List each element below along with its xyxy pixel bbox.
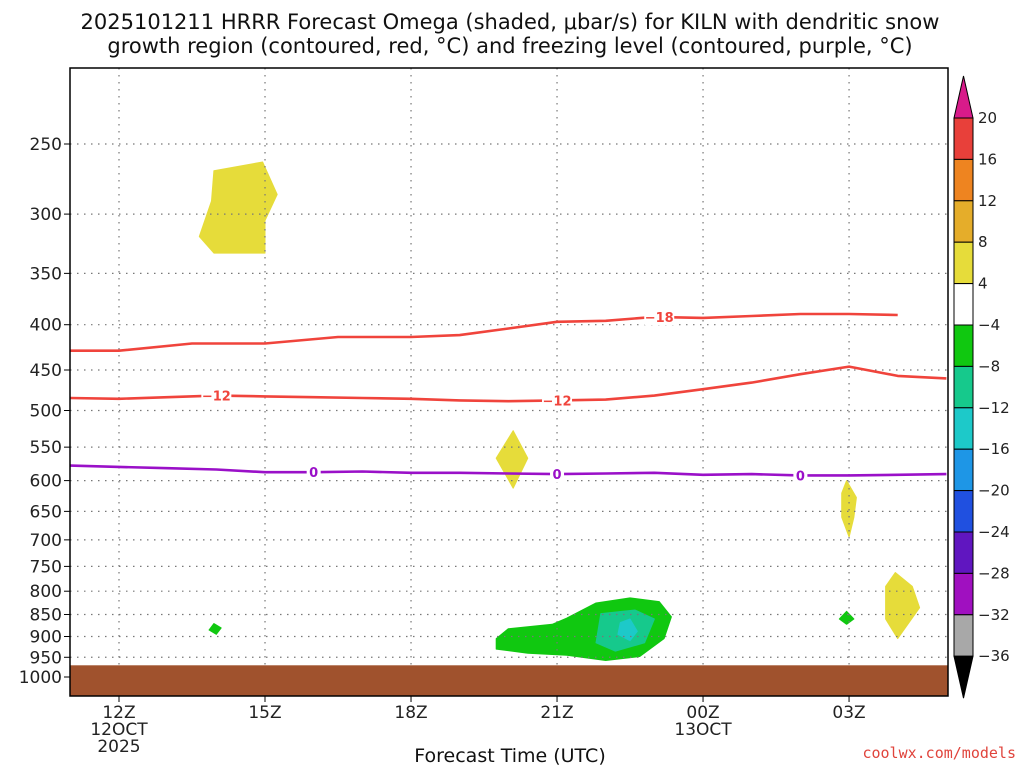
- y-tick-label-900: 900: [30, 627, 62, 647]
- colorbar-swatch-12: [953, 572, 974, 616]
- colorbar-swatch-9: [953, 448, 974, 492]
- colorbar-swatch-13: [953, 614, 974, 657]
- omega-neg-5: [838, 610, 855, 625]
- x-tick-label-15-0: 03Z: [832, 703, 865, 723]
- freezing-level-label-0: 0: [309, 466, 318, 481]
- colorbar-label-5: −4: [978, 316, 1000, 334]
- colorbar-label-0: 20: [978, 109, 997, 127]
- y-tick-label-950: 950: [30, 648, 62, 668]
- x-tick-label-0-2: 2025: [97, 737, 140, 757]
- y-tick-label-400: 400: [30, 316, 62, 336]
- ground-fill: [70, 665, 948, 696]
- colorbar-label-6: −8: [978, 357, 1000, 375]
- chart-title-line-1: 2025101211 HRRR Forecast Omega (shaded, …: [81, 10, 940, 34]
- y-tick-label-500: 500: [30, 402, 62, 422]
- colorbar-label-4: 4: [978, 275, 988, 293]
- colorbar-label-8: −16: [978, 440, 1010, 458]
- y-tick-label-600: 600: [30, 472, 62, 492]
- colorbar-label-9: −20: [978, 482, 1010, 500]
- colorbar-label-3: 8: [978, 233, 988, 251]
- freezing-level-label-2: 0: [796, 469, 805, 484]
- x-tick-label-12-0: 00Z: [686, 703, 719, 723]
- freezing-level-label-1: 0: [553, 468, 562, 483]
- y-tick-label-300: 300: [30, 205, 62, 225]
- omega-neg-3: [617, 618, 638, 642]
- freezing-level-label-bg-1: [550, 466, 565, 483]
- colorbar: 20 16 12 8 4 −4 −8 −12 −16 −20 −24 −28 −32 −36: [953, 75, 1010, 699]
- colorbar-swatch-3: [953, 200, 974, 243]
- dgz-top-line: [70, 312, 898, 352]
- x-tick-label-12-1: 13OCT: [674, 720, 732, 740]
- x-tick-label-3-0: 15Z: [248, 703, 281, 723]
- dgz-bottom-label-bg-1: [542, 392, 573, 409]
- colorbar-label-11: −28: [978, 564, 1010, 582]
- colorbar-label-7: −12: [978, 399, 1010, 417]
- x-axis-label: Forecast Time (UTC): [414, 745, 605, 767]
- colorbar-label-12: −32: [978, 606, 1010, 624]
- colorbar-swatch-4: [953, 241, 974, 285]
- watermark: coolwx.com/models: [862, 744, 1016, 762]
- x-tick-label-0-0: 12Z: [102, 703, 135, 723]
- freezing-level-label-bg-2: [793, 467, 808, 484]
- dgz-top-label-bg-0: [644, 309, 675, 326]
- omega-shaded-regions: [198, 161, 921, 661]
- freezing-level-label-bg-0: [306, 464, 321, 481]
- colorbar-top-arrow: [953, 75, 974, 119]
- grid-lines: [70, 68, 948, 666]
- x-tick-label-6-0: 18Z: [394, 703, 427, 723]
- omega-neg-4: [208, 623, 222, 635]
- colorbar-swatch-1: [953, 117, 974, 160]
- chart-title-line-2: growth region (contoured, red, °C) and f…: [107, 34, 912, 58]
- colorbar-swatch-5: [953, 283, 974, 326]
- colorbar-bottom-arrow: [953, 655, 974, 699]
- colorbar-swatch-11: [953, 531, 974, 574]
- colorbar-label-2: 12: [978, 192, 997, 210]
- dgz-bottom-label-1: −12: [543, 394, 572, 409]
- y-tick-label-850: 850: [30, 606, 62, 626]
- y-axis-ticks: 2503003504004505005506006507007508008509…: [19, 135, 70, 688]
- y-tick-label-1000: 1000: [19, 668, 62, 688]
- x-tick-label-0-1: 12OCT: [90, 720, 148, 740]
- omega-pos-4: [885, 572, 921, 640]
- y-tick-label-750: 750: [30, 557, 62, 577]
- y-tick-label-450: 450: [30, 361, 62, 381]
- y-tick-label-550: 550: [30, 438, 62, 458]
- plot-frame: [69, 67, 949, 697]
- y-tick-label-250: 250: [30, 135, 62, 155]
- plot-background: [70, 68, 948, 696]
- colorbar-swatch-6: [953, 324, 974, 367]
- x-tick-label-9-0: 21Z: [540, 703, 573, 723]
- colorbar-swatch-8: [953, 407, 974, 450]
- y-tick-label-350: 350: [30, 264, 62, 284]
- y-tick-label-800: 800: [30, 582, 62, 602]
- contour-labels: −18 −12 −12 0 0 0: [201, 309, 808, 484]
- colorbar-label-13: −36: [978, 647, 1010, 665]
- dgz-bottom-label-0: −12: [202, 390, 231, 405]
- dgz-bottom-label-bg-0: [201, 387, 232, 404]
- y-tick-label-650: 650: [30, 502, 62, 522]
- y-tick-label-700: 700: [30, 531, 62, 551]
- colorbar-label-1: 16: [978, 150, 997, 168]
- dgz-top-label-0: −18: [645, 311, 674, 326]
- omega-pos-1: [198, 161, 278, 254]
- colorbar-label-10: −24: [978, 523, 1010, 541]
- colorbar-swatch-7: [953, 365, 974, 409]
- colorbar-swatch-2: [953, 158, 974, 202]
- colorbar-swatch-10: [953, 490, 974, 533]
